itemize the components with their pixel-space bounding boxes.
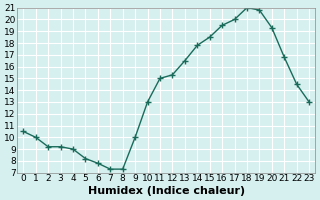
X-axis label: Humidex (Indice chaleur): Humidex (Indice chaleur) — [88, 186, 245, 196]
